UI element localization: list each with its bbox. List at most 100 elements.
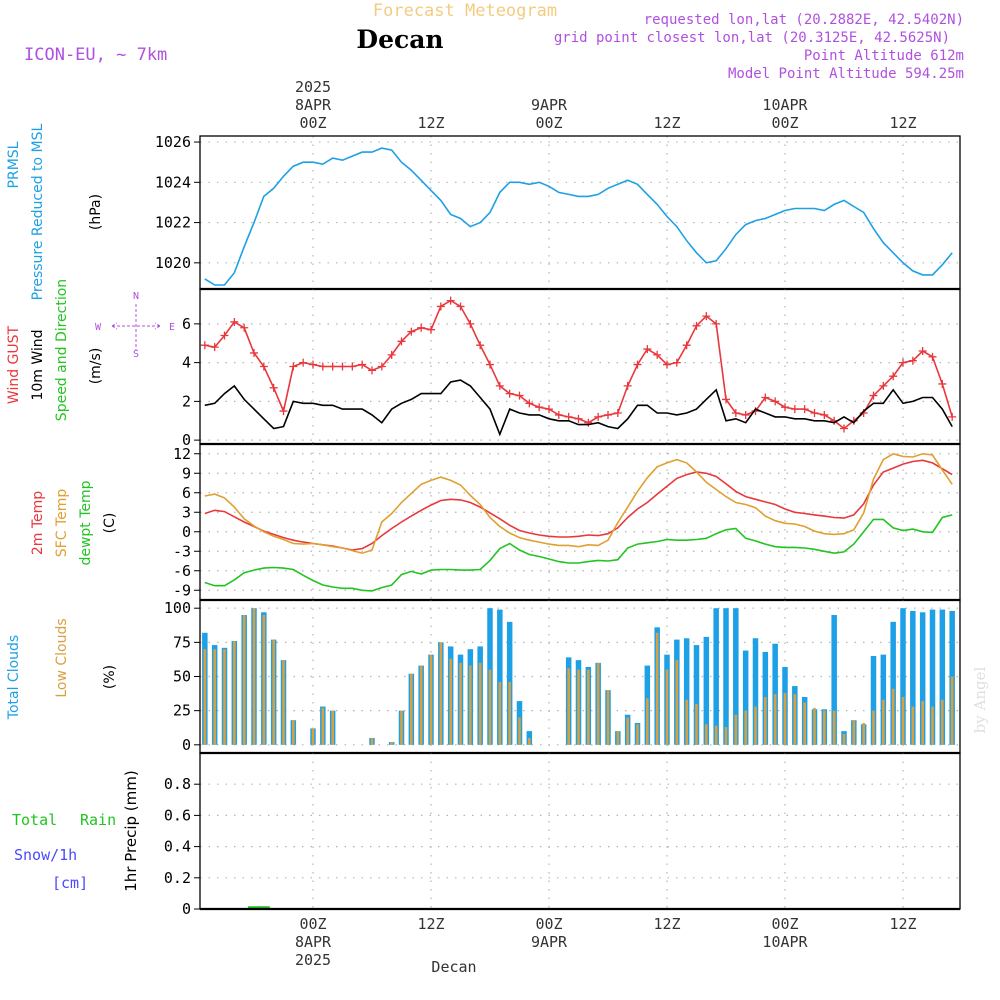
- panel-frame: [199, 752, 961, 910]
- low-cloud-bar: [370, 737, 374, 745]
- total-cloud-bar: [752, 638, 759, 745]
- low-cloud-bar: [429, 654, 433, 745]
- panel-label: 2m Temp: [30, 491, 46, 555]
- bottom-time-label: 00Z: [535, 915, 562, 933]
- gust-marker: [505, 389, 514, 398]
- y-tick-label: 100: [164, 599, 191, 617]
- compass-n: N: [133, 291, 139, 302]
- plot-area: [204, 147, 953, 286]
- low-cloud-bar: [459, 662, 462, 745]
- temperature-panel: -9-6 -30 36 912 2m Temp SFC Temp dewpt Temp (C): [30, 443, 961, 602]
- pressure-panel: 1020 1022 1024 1026 PRMSL Pressure Reduced to…: [6, 123, 961, 300]
- low-cloud-bar: [478, 662, 482, 745]
- low-cloud-bar: [626, 717, 629, 745]
- total-cloud-bar: [693, 645, 700, 745]
- gust-marker: [643, 345, 652, 354]
- gust-marker: [289, 362, 298, 371]
- gust-marker: [840, 424, 848, 433]
- clouds-panel: 0 25 50 75 100 Total Clouds Low Clouds (%): [6, 599, 961, 755]
- grid-point-coords: grid point closest lon,lat (20.3125E, 42…: [554, 30, 950, 46]
- y-tick-label: 0.2: [164, 869, 191, 887]
- gust-marker: [820, 410, 829, 419]
- low-cloud-bar: [390, 742, 393, 745]
- low-cloud-bar: [842, 733, 846, 745]
- bottom-time-label: 00Z: [771, 915, 798, 933]
- low-cloud-bar: [223, 649, 226, 745]
- gust-marker: [564, 412, 573, 421]
- bottom-time-label: 12Z: [653, 915, 680, 933]
- panel-label: (m/s): [88, 348, 104, 385]
- low-cloud-bar: [773, 694, 777, 745]
- gust-marker: [731, 409, 740, 417]
- gust-marker: [535, 403, 544, 412]
- gust-marker: [525, 399, 534, 408]
- gust-marker: [486, 360, 494, 369]
- series-line: [204, 452, 953, 555]
- gust-marker: [918, 347, 927, 355]
- low-cloud-bar: [655, 632, 659, 745]
- plot-area: [200, 296, 957, 437]
- panel-label: dewpt Temp: [78, 480, 94, 565]
- low-cloud-bar: [606, 690, 610, 745]
- gust-marker: [230, 317, 239, 326]
- panel-label: SFC Temp: [54, 489, 70, 558]
- total-cloud-bar: [683, 638, 690, 745]
- low-cloud-bar: [252, 608, 256, 745]
- low-cloud-bar: [734, 714, 738, 745]
- series-line: [204, 514, 953, 592]
- point-altitude: Point Altitude 612m: [804, 48, 964, 64]
- low-cloud-bar: [675, 660, 679, 745]
- gust-marker: [358, 360, 367, 369]
- compass-s: S: [133, 349, 139, 360]
- low-cloud-bar: [488, 669, 492, 745]
- gust-marker: [584, 418, 593, 427]
- y-tick-label: 6: [182, 484, 191, 502]
- panel-frame: [199, 135, 961, 290]
- total-cloud-bar: [703, 636, 710, 745]
- gust-marker: [407, 327, 416, 336]
- y-tick-label: 9: [182, 464, 191, 482]
- low-cloud-bar: [685, 699, 688, 745]
- low-cloud-bar: [567, 668, 570, 745]
- panel-label: Total: [12, 811, 57, 829]
- low-cloud-bar: [213, 649, 216, 745]
- plot-area: [204, 452, 953, 592]
- gust-marker: [702, 312, 711, 321]
- total-cloud-bar: [733, 608, 739, 745]
- plot-area: [202, 608, 955, 745]
- y-tick-label: 1024: [155, 173, 191, 191]
- low-cloud-bar: [469, 665, 472, 745]
- gust-marker: [387, 350, 396, 359]
- low-cloud-bar: [331, 710, 334, 745]
- panel-label: Low Clouds: [54, 618, 70, 697]
- low-cloud-bar: [813, 707, 816, 745]
- gust-marker: [348, 362, 357, 371]
- low-cloud-bar: [931, 706, 934, 745]
- low-cloud-bar: [577, 669, 580, 745]
- series-line: [204, 147, 953, 286]
- low-cloud-bar: [744, 710, 747, 745]
- gust-marker: [368, 366, 376, 375]
- top-time-label: 12Z: [653, 114, 680, 132]
- low-cloud-bar: [203, 649, 207, 745]
- y-tick-label: 1020: [155, 254, 191, 272]
- total-cloud-bar: [723, 608, 729, 745]
- gust-marker: [663, 360, 671, 369]
- gust-marker: [328, 362, 337, 371]
- low-cloud-bar: [724, 727, 728, 745]
- gust-marker: [377, 362, 386, 371]
- y-tick-label: 25: [173, 702, 191, 720]
- gust-marker: [200, 341, 209, 350]
- gust-marker: [928, 352, 937, 361]
- rain-bar: [248, 906, 260, 909]
- gust-marker: [899, 358, 907, 367]
- low-cloud-bar: [410, 673, 413, 745]
- gust-marker: [810, 409, 819, 417]
- total-cloud-bar: [870, 656, 877, 745]
- y-tick-label: 1026: [155, 133, 191, 151]
- compass-arrows: [111, 304, 161, 350]
- gust-marker: [948, 412, 957, 421]
- y-tick-label: 0: [182, 900, 191, 918]
- gust-marker: [869, 391, 878, 400]
